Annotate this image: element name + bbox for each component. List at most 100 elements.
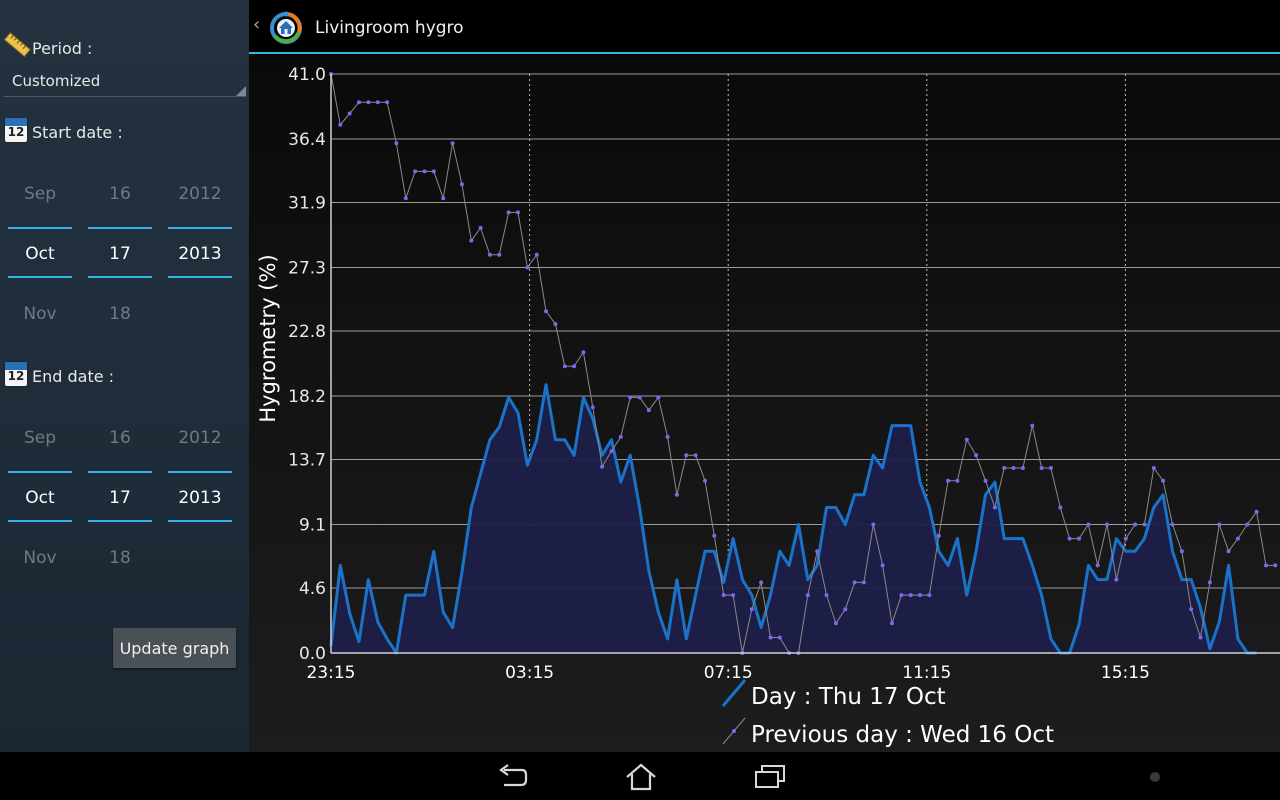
- end-year-prev[interactable]: 2012: [178, 428, 222, 448]
- day-point: [1125, 550, 1127, 552]
- day-point: [1153, 506, 1155, 509]
- start-day-current[interactable]: 17: [109, 244, 131, 264]
- day-point: [498, 426, 500, 428]
- divider: [168, 276, 232, 278]
- previous-day-point: [469, 238, 474, 243]
- divider: [168, 471, 232, 473]
- day-point: [536, 439, 538, 441]
- divider: [88, 227, 152, 229]
- settings-sidebar: Period : Customized 12 Start date : Sep …: [0, 0, 249, 752]
- home-icon[interactable]: [624, 762, 658, 792]
- day-point: [452, 627, 454, 629]
- day-point: [639, 506, 641, 509]
- previous-day-point: [983, 478, 988, 483]
- previous-day-point: [441, 196, 446, 201]
- previous-day-point: [852, 580, 857, 585]
- end-month-prev[interactable]: Sep: [23, 428, 57, 448]
- start-year-current[interactable]: 2013: [178, 244, 222, 264]
- day-point: [1050, 638, 1052, 640]
- end-day-next[interactable]: 18: [109, 548, 131, 568]
- start-month-current[interactable]: Oct: [25, 244, 55, 264]
- previous-day-point: [843, 607, 848, 612]
- recent-apps-icon[interactable]: [753, 764, 787, 790]
- day-point: [816, 564, 818, 566]
- previous-day-point: [450, 141, 455, 146]
- day-point: [1097, 579, 1099, 581]
- day-point: [751, 594, 753, 596]
- start-month-prev[interactable]: Sep: [23, 184, 57, 204]
- y-tick-label: 0.0: [299, 644, 326, 664]
- legend-swatch-previous-marker: [732, 729, 736, 733]
- previous-day-point: [487, 252, 492, 257]
- previous-day-point: [1273, 563, 1278, 568]
- day-point: [854, 494, 856, 496]
- day-point: [863, 494, 865, 496]
- y-tick-label: 13.7: [288, 451, 326, 471]
- start-day-prev[interactable]: 16: [109, 184, 131, 204]
- previous-day-point: [516, 210, 520, 215]
- day-point: [592, 418, 594, 420]
- previous-day-point: [366, 100, 371, 105]
- calendar-icon: 12: [5, 118, 27, 142]
- day-point: [414, 594, 416, 596]
- home-automation-logo-icon[interactable]: [267, 8, 305, 46]
- previous-day-point: [759, 580, 764, 585]
- previous-day-point: [974, 453, 979, 458]
- start-day-next[interactable]: 18: [109, 304, 131, 324]
- day-point: [526, 464, 528, 466]
- end-month-next[interactable]: Nov: [23, 548, 57, 568]
- start-year-prev[interactable]: 2012: [178, 184, 222, 204]
- y-tick-label: 22.8: [288, 322, 326, 342]
- previous-day-point: [665, 434, 670, 439]
- day-point: [1181, 579, 1183, 581]
- day-point: [1078, 624, 1080, 626]
- previous-day-point: [1067, 536, 1072, 541]
- day-point: [1199, 607, 1202, 609]
- previous-day-point: [357, 100, 361, 105]
- day-point: [405, 594, 407, 596]
- day-point: [461, 571, 463, 574]
- update-graph-button[interactable]: Update graph: [113, 628, 236, 668]
- previous-day-point: [918, 593, 922, 598]
- day-point: [1134, 550, 1136, 552]
- day-point: [573, 454, 575, 456]
- end-year-current[interactable]: 2013: [178, 488, 222, 508]
- start-month-next[interactable]: Nov: [23, 304, 57, 324]
- system-navigation-bar: [0, 752, 1280, 800]
- day-point: [564, 439, 566, 441]
- previous-day-point: [871, 522, 876, 527]
- day-point: [732, 538, 734, 540]
- day-point: [1012, 538, 1015, 540]
- back-caret-icon[interactable]: ‹: [253, 14, 261, 35]
- y-axis-title: Hygrometry (%): [256, 254, 280, 422]
- day-point: [554, 439, 556, 441]
- end-day-prev[interactable]: 16: [109, 428, 131, 448]
- day-point: [741, 579, 743, 581]
- back-arrow-icon[interactable]: [494, 764, 530, 790]
- end-day-current[interactable]: 17: [109, 488, 131, 508]
- day-series-line: [329, 383, 1257, 655]
- legend-label-previous: Previous day : Wed 16 Oct: [751, 722, 1054, 748]
- previous-day-point: [338, 122, 343, 127]
- end-month-current[interactable]: Oct: [25, 488, 55, 508]
- day-point: [797, 523, 800, 526]
- previous-day-point: [525, 265, 530, 270]
- previous-day-point: [1179, 549, 1184, 554]
- day-point: [1041, 594, 1043, 596]
- previous-day-point: [1123, 536, 1128, 541]
- day-point: [601, 454, 603, 456]
- day-point: [835, 506, 837, 509]
- day-point: [1003, 538, 1005, 540]
- period-spinner[interactable]: Customized: [4, 70, 246, 97]
- divider: [8, 276, 72, 278]
- previous-day-point: [1114, 577, 1119, 582]
- x-tick-label: 15:15: [1101, 663, 1150, 683]
- divider: [88, 276, 152, 278]
- day-point: [582, 396, 584, 398]
- previous-day-point: [656, 395, 661, 400]
- previous-day-point: [497, 252, 502, 257]
- previous-day-point: [1039, 466, 1044, 470]
- previous-day-point: [805, 593, 810, 598]
- day-point: [508, 396, 510, 398]
- day-point: [882, 467, 884, 469]
